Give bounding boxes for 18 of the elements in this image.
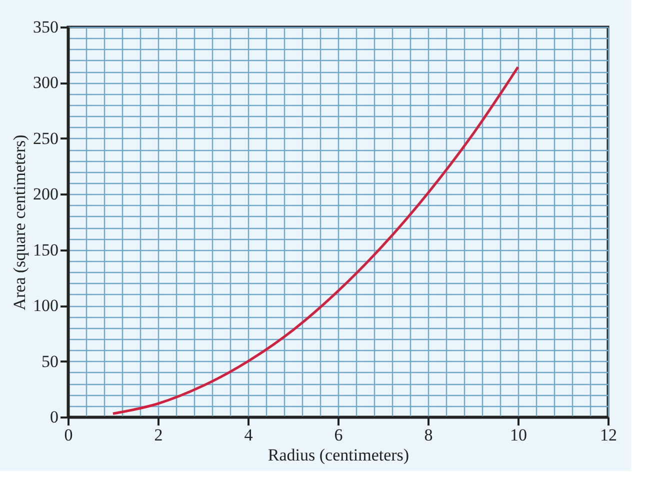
x-tick-label: 10: [510, 426, 527, 444]
y-tick-label: 50: [42, 352, 58, 371]
x-tick-label: 0: [64, 426, 73, 444]
y-tick-label: 300: [33, 73, 58, 92]
x-tick-label: 12: [600, 426, 617, 444]
x-tick-label: 4: [244, 426, 254, 444]
y-tick-label: 350: [33, 18, 58, 36]
y-tick-label: 250: [33, 128, 58, 148]
x-axis-title: Radius (centimeters): [268, 446, 410, 464]
y-tick-label: 100: [33, 296, 58, 316]
y-tick-label: 0: [50, 408, 58, 426]
y-axis-title: Area (square centimeters): [10, 134, 29, 310]
line-series: [112, 66, 520, 415]
x-tick-label: 6: [334, 426, 343, 444]
y-tick-label: 200: [33, 184, 58, 204]
x-tick-label: 8: [424, 426, 433, 444]
x-tick-label: 2: [154, 426, 163, 444]
y-tick-label: 150: [33, 240, 58, 260]
